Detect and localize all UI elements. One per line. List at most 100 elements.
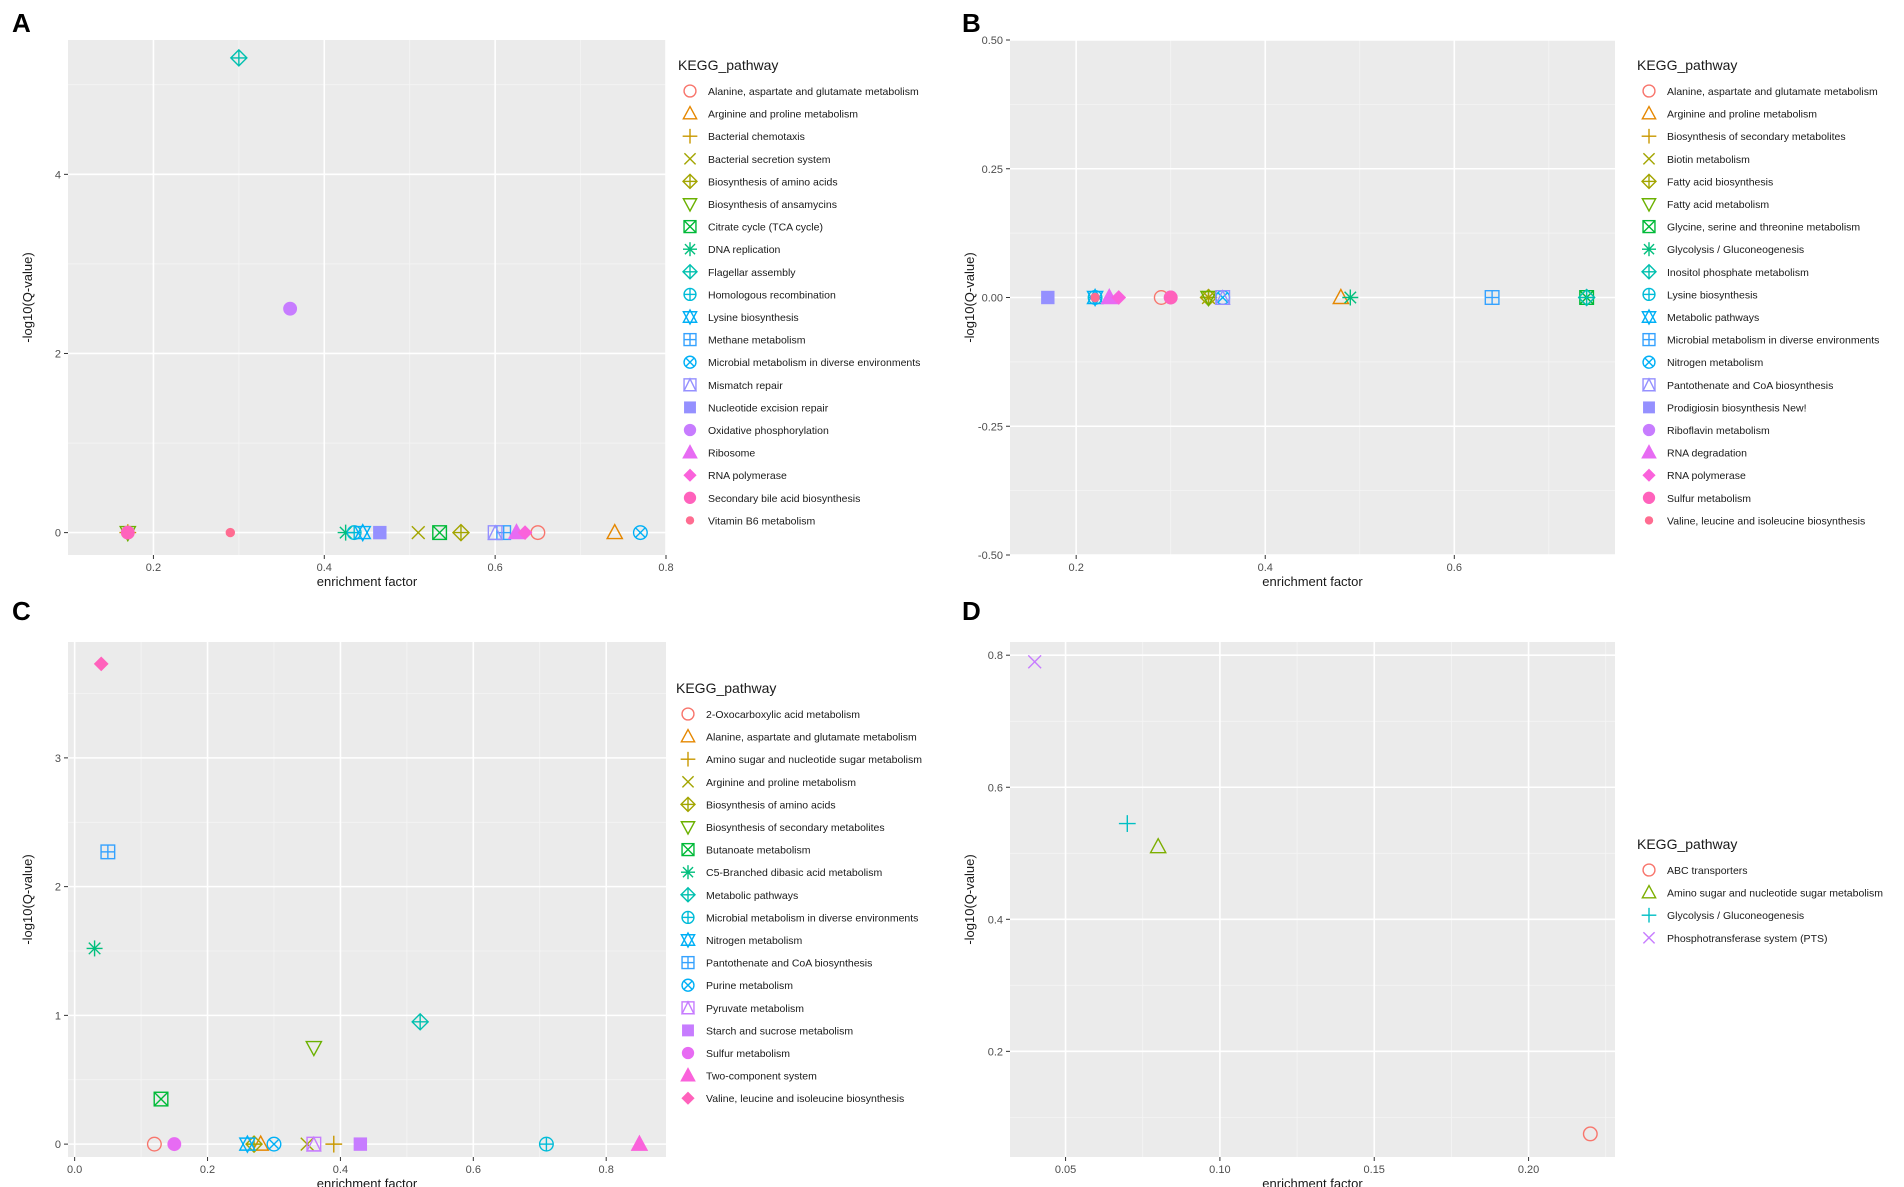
legend-item: Riboflavin metabolism	[1642, 423, 1770, 437]
plot-background	[68, 642, 666, 1157]
point-rna-polymerase	[1111, 290, 1127, 305]
point-flagellar-assembly	[229, 48, 248, 67]
legend-key-secondary-bile-acid-biosynthesis	[683, 491, 697, 504]
legend-item: Pyruvate metabolism	[680, 1000, 804, 1015]
legend-item: Butanoate metabolism	[681, 842, 811, 857]
point-pantothenate-and-coa-biosynthesis	[1214, 289, 1231, 306]
panel-b: B 0.2 0.4 0.6 -0.50 -0.25 0.00 0.25 0.50 enrichme…	[962, 8, 1879, 589]
point-microbial-metabolism-in-diverse-environments	[632, 525, 648, 541]
legend-label: Microbial metabolism in diverse environm…	[1667, 335, 1879, 347]
legend-item: Phosphotransferase system (PTS)	[1642, 931, 1827, 945]
legend-item: Mismatch repair	[682, 377, 783, 392]
legend-label: Glycolysis / Gluconeogenesis	[1667, 910, 1804, 922]
point-valine-leucine-and-isoleucine-biosynthesis	[93, 656, 109, 672]
point-microbial-metabolism-in-diverse-environments	[538, 1136, 554, 1152]
x-tick-label: 0.15	[1364, 1164, 1385, 1176]
legend-key-biotin-metabolism	[1642, 152, 1656, 165]
legend-item: Biosynthesis of ansamycins	[682, 198, 837, 213]
legend-label: Secondary bile acid biosynthesis	[708, 493, 860, 505]
x-axis-title: enrichment factor	[1262, 574, 1363, 589]
legend-item: Arginine and proline metabolism	[682, 105, 858, 121]
legend-item: C5-Branched dibasic acid metabolism	[681, 865, 883, 880]
legend-item: Metabolic pathways	[1641, 308, 1759, 326]
legend-label: Valine, leucine and isoleucine biosynthe…	[706, 1093, 904, 1105]
point-microbial-metabolism-in-diverse-environments	[1484, 290, 1500, 306]
panel-a: A 0.2 0.4 0.6 0.8 0 2 4 enrichment factor -log10(…	[12, 8, 920, 589]
legend-item: Nitrogen metabolism	[680, 931, 803, 949]
point-biosynthesis-of-secondary-metabolites	[305, 1040, 323, 1058]
legend-key-abc-transporters	[1642, 863, 1656, 877]
legend-label: Sulfur metabolism	[706, 1048, 790, 1060]
point-pantothenate-and-coa-biosynthesis	[100, 844, 116, 860]
legend-label: Biosynthesis of secondary metabolites	[706, 822, 885, 834]
legend-item: Alanine, aspartate and glutamate metabol…	[1642, 84, 1878, 98]
x-tick-label: 0.0	[67, 1164, 82, 1176]
x-tick-label: 0.20	[1518, 1164, 1539, 1176]
legend-key-pantothenate-and-coa-biosynthesis	[1641, 377, 1657, 392]
legend-key-glycolysis-gluconeogenesis	[1641, 907, 1657, 923]
y-axis-title: -log10(Q-value)	[962, 252, 977, 342]
legend-key-biosynthesis-of-ansamycins	[682, 198, 698, 213]
legend-item: Valine, leucine and isoleucine biosynthe…	[1644, 515, 1865, 527]
legend-key-butanoate-metabolism	[681, 842, 695, 857]
legend-label: Amino sugar and nucleotide sugar metabol…	[1667, 888, 1883, 900]
legend-key-purine-metabolism	[681, 978, 695, 992]
legend-item: Glycolysis / Gluconeogenesis	[1641, 907, 1804, 923]
legend-item: Methane metabolism	[683, 332, 806, 347]
legend-item: Fatty acid metabolism	[1641, 198, 1769, 213]
y-tick-label: -0.25	[978, 421, 1003, 433]
legend-item: Nucleotide excision repair	[684, 401, 829, 414]
legend-item: Amino sugar and nucleotide sugar metabol…	[680, 751, 922, 767]
legend-key-inositol-phosphate-metabolism	[1641, 263, 1657, 280]
legend-key-nitrogen-metabolism	[1642, 355, 1656, 369]
legend: KEGG_pathway Alanine, aspartate and gluta…	[1637, 57, 1879, 527]
legend-key-flagellar-assembly	[682, 263, 698, 280]
legend-key-phosphotransferase-system-pts	[1642, 931, 1656, 944]
legend-label: Homologous recombination	[708, 289, 836, 301]
legend-key-mismatch-repair	[682, 377, 698, 392]
y-tick-label: 0	[55, 528, 61, 540]
legend-key-rna-polymerase	[683, 468, 697, 482]
legend-label: Nitrogen metabolism	[1667, 357, 1764, 369]
legend-key-sulfur-metabolism	[681, 1046, 695, 1060]
legend-label: Flagellar assembly	[708, 267, 796, 279]
legend-key-2-oxocarboxylic-acid-metabolism	[681, 707, 695, 721]
legend-item: Amino sugar and nucleotide sugar metabol…	[1641, 884, 1883, 900]
legend-key-sulfur-metabolism	[1642, 491, 1656, 504]
legend-key-homologous-recombination	[683, 287, 697, 302]
legend-label: Biosynthesis of secondary metabolites	[1667, 131, 1846, 143]
panel-d: D 0.05 0.10 0.15 0.20 0.2 0.4 0.6 0.8 enrichment …	[962, 596, 1883, 1187]
legend-key-arginine-and-proline-metabolism	[681, 775, 695, 788]
legend-label: Lysine biosynthesis	[1667, 289, 1758, 301]
legend-item: Two-component system	[680, 1067, 817, 1083]
legend-item: ABC transporters	[1642, 863, 1748, 877]
legend-key-alanine-aspartate-and-glutamate-metabolism	[680, 728, 696, 743]
legend-item: Flagellar assembly	[682, 263, 796, 280]
legend-label: DNA replication	[708, 244, 781, 256]
point-bacterial-secretion-system	[411, 525, 426, 540]
point-purine-metabolism	[266, 1136, 282, 1152]
legend-label: Alanine, aspartate and glutamate metabol…	[706, 732, 917, 744]
legend-label: Metabolic pathways	[1667, 312, 1759, 324]
legend-key-microbial-metabolism-in-diverse-environments	[683, 355, 697, 369]
legend-label: Sulfur metabolism	[1667, 493, 1751, 505]
legend-key-nucleotide-excision-repair	[684, 401, 696, 414]
x-tick-label: 0.8	[658, 562, 673, 574]
data-points	[1027, 654, 1598, 1142]
x-tick-label: 0.05	[1055, 1164, 1076, 1176]
legend-item: Metabolic pathways	[680, 886, 798, 903]
legend-label: Nitrogen metabolism	[706, 935, 803, 947]
legend-item: Purine metabolism	[681, 978, 793, 992]
x-axis-title: enrichment factor	[1262, 1176, 1363, 1187]
point-fatty-acid-metabolism	[1199, 290, 1218, 307]
legend-item: Lysine biosynthesis	[1642, 287, 1758, 301]
x-tick-label: 0.6	[487, 562, 502, 574]
legend-item: Starch and sucrose metabolism	[682, 1024, 853, 1037]
y-tick-label: 0.4	[988, 914, 1003, 926]
legend-item: Sulfur metabolism	[681, 1046, 790, 1060]
legend-item: Pantothenate and CoA biosynthesis	[681, 955, 872, 970]
legend-key-valine-leucine-and-isoleucine-biosynthesis	[1644, 516, 1654, 525]
panel-letter: B	[962, 8, 981, 38]
legend-key-biosynthesis-of-amino-acids	[682, 173, 698, 190]
